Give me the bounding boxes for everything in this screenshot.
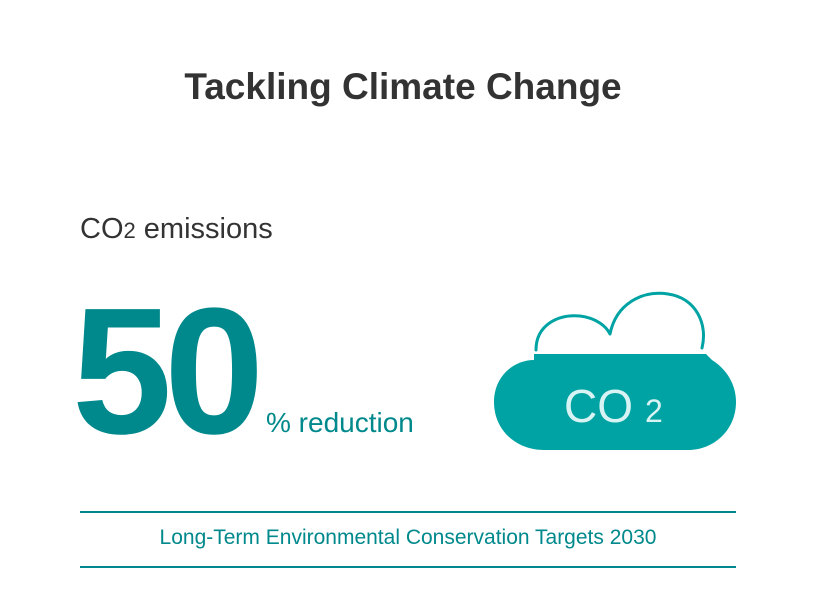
divider-top <box>80 511 736 513</box>
metric-label-subscript: 2 <box>123 218 136 243</box>
footer-caption: Long-Term Environmental Conservation Tar… <box>159 526 657 549</box>
cloud-text-subscript: 2 <box>645 393 663 429</box>
metric-label-main: CO <box>80 213 124 245</box>
cloud-icon: CO 2 <box>494 291 736 450</box>
cloud-body <box>494 354 736 450</box>
cloud-outline <box>534 291 705 352</box>
metric-value: 50 <box>72 271 264 472</box>
metric-label: CO2 emissions <box>80 213 273 246</box>
divider-bottom <box>80 566 736 568</box>
metric-unit: % reduction <box>266 407 414 438</box>
page-title: Tackling Climate Change <box>184 66 622 107</box>
metric-label-rest: emissions <box>135 213 273 245</box>
cloud-text-main: CO <box>564 380 633 432</box>
